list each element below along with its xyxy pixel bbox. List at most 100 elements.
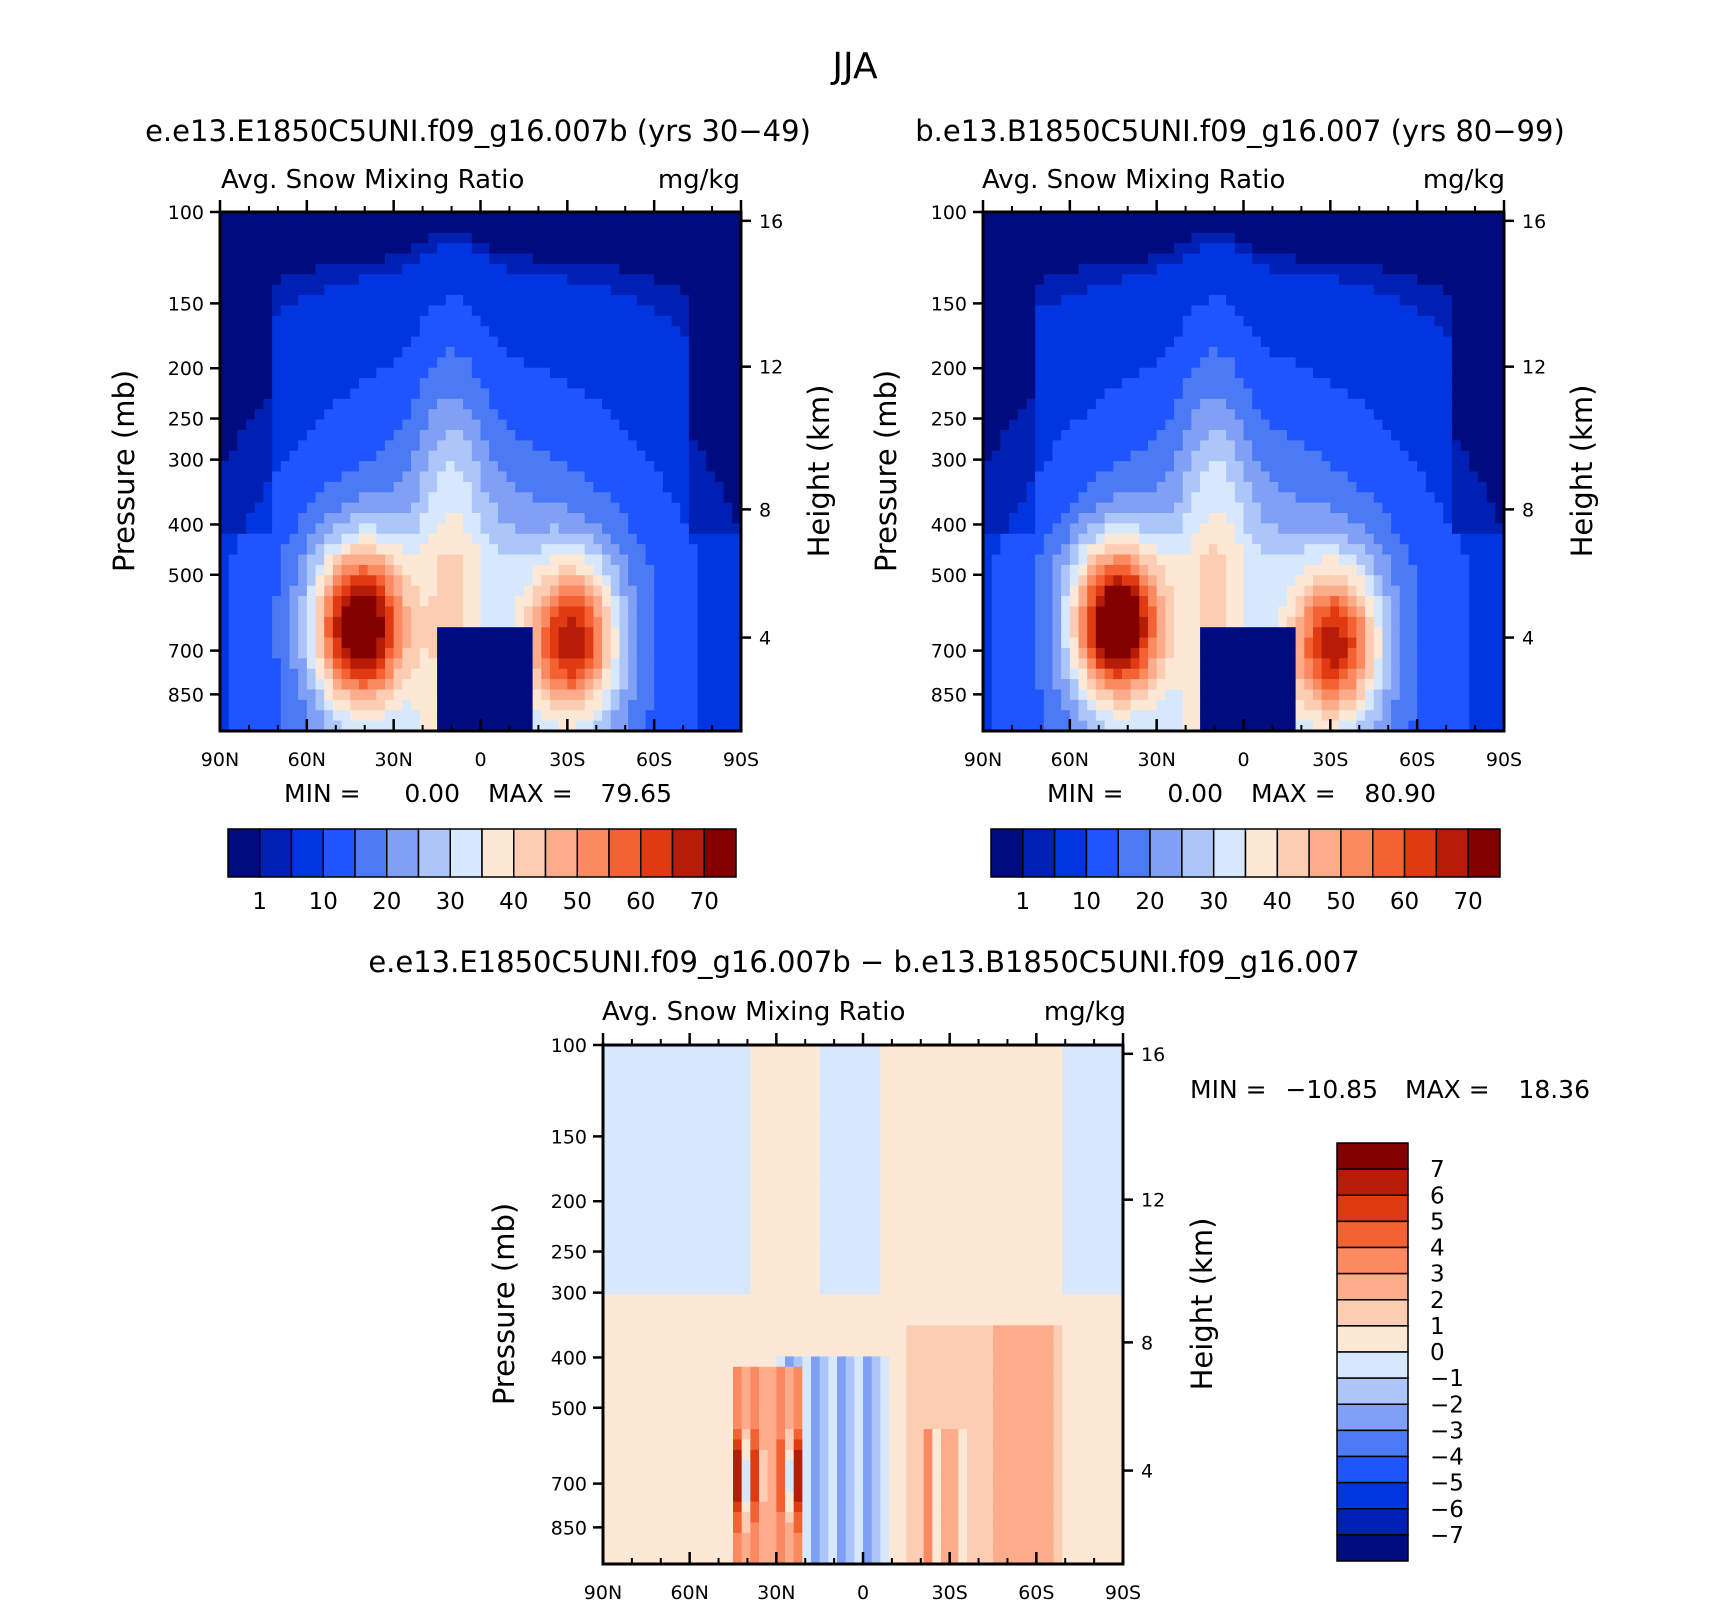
contour-cell [272, 471, 343, 483]
contour-cell [1062, 1439, 1124, 1451]
contour-cell [393, 596, 403, 608]
contour-cell [1295, 492, 1375, 504]
contour-cell [811, 1387, 821, 1399]
contour-cell [871, 1470, 881, 1482]
x-tick-label: 90S [1486, 749, 1522, 771]
contour-cell [1062, 1262, 1124, 1274]
contour-cell [1373, 616, 1384, 628]
contour-cell [1139, 658, 1149, 670]
contour-cell [1165, 616, 1175, 628]
contour-cell [1469, 710, 1505, 722]
contour-cell [1052, 554, 1071, 566]
contour-cell [384, 668, 395, 680]
contour-cell [1347, 585, 1357, 597]
contour-cell [1417, 647, 1470, 659]
contour-cell [1062, 1128, 1124, 1140]
contour-cell [1451, 326, 1505, 338]
contour-cell [863, 1491, 873, 1503]
contour-cell [1347, 388, 1453, 400]
contour-cell [750, 1449, 760, 1461]
contour-cell [1139, 637, 1149, 649]
colorbar-box [544, 828, 578, 878]
contour-cell [549, 450, 647, 462]
contour-cell [811, 1356, 821, 1368]
contour-cell [1356, 720, 1375, 732]
contour-cell [1156, 544, 1192, 556]
contour-cell [1087, 720, 1106, 732]
contour-cell [991, 564, 1036, 576]
contour-cell [1417, 461, 1453, 473]
contour-cell [1365, 689, 1375, 701]
contour-cell [1069, 658, 1080, 670]
contour-cell [220, 647, 230, 659]
y-tick-label: 200 [168, 358, 204, 380]
contour-cell [941, 1491, 959, 1503]
contour-cell [880, 1439, 890, 1451]
contour-cell [220, 357, 273, 369]
contour-cell [1130, 554, 1140, 566]
contour-cell [1295, 596, 1305, 608]
contour-cell [1087, 544, 1106, 556]
contour-cell [419, 440, 438, 452]
contour-cell [906, 1553, 925, 1565]
contour-cell [411, 699, 438, 711]
contour-cell [280, 575, 299, 587]
contour-cell [1399, 658, 1418, 670]
contour-cell [811, 1377, 821, 1389]
contour-cell [819, 1055, 881, 1067]
contour-cell [1243, 596, 1288, 608]
colorbar-label: 70 [690, 889, 719, 915]
colorbar-label: −6 [1430, 1497, 1464, 1523]
contour-cell [315, 616, 325, 628]
colorbar-label: 60 [1390, 889, 1419, 915]
contour-cell [845, 1522, 855, 1534]
contour-cell [603, 1138, 751, 1150]
contour-cell [932, 1512, 942, 1524]
contour-cell [1252, 388, 1349, 400]
contour-cell [1043, 533, 1071, 545]
contour-cell [384, 564, 395, 576]
contour-cell [688, 429, 742, 441]
contour-cell [993, 1418, 1055, 1430]
contour-cell [880, 1231, 1063, 1243]
contour-cell [1043, 710, 1071, 722]
contour-cell [1339, 554, 1357, 566]
contour-cell [645, 450, 690, 462]
contour-cell [871, 1377, 881, 1389]
contour-cell [411, 409, 429, 421]
contour-cell [1417, 596, 1470, 608]
contour-cell [662, 481, 690, 493]
contour-cell [593, 679, 603, 691]
contour-cell [1312, 668, 1323, 680]
contour-cell [1304, 564, 1357, 576]
contour-cell [1062, 1055, 1124, 1067]
contour-cell [393, 554, 438, 566]
contour-cell [1069, 689, 1080, 701]
contour-cell [228, 585, 282, 597]
contour-cell [1147, 585, 1158, 597]
contour-cell [532, 658, 542, 670]
contour-cell [437, 647, 534, 659]
contour-cell [1382, 616, 1392, 628]
contour-cell [1200, 357, 1236, 369]
contour-cell [871, 1418, 881, 1430]
contour-cell [1062, 1553, 1124, 1565]
contour-cell [1009, 513, 1036, 524]
contour-cell [1053, 1522, 1063, 1534]
contour-cell [863, 1397, 873, 1409]
contour-cell [750, 1397, 760, 1409]
contour-cell [549, 606, 560, 618]
contour-cell [515, 429, 629, 441]
contour-cell [750, 1231, 821, 1243]
contour-cell [741, 1532, 751, 1544]
contour-cell [880, 1449, 890, 1461]
contour-cell [1053, 1480, 1063, 1492]
contour-cell [1399, 637, 1418, 649]
contour-cell [880, 1179, 1063, 1191]
contour-cell [1104, 533, 1140, 545]
contour-cell [341, 679, 360, 691]
contour-cell [1035, 616, 1054, 628]
colorbar-label: 20 [372, 889, 401, 915]
